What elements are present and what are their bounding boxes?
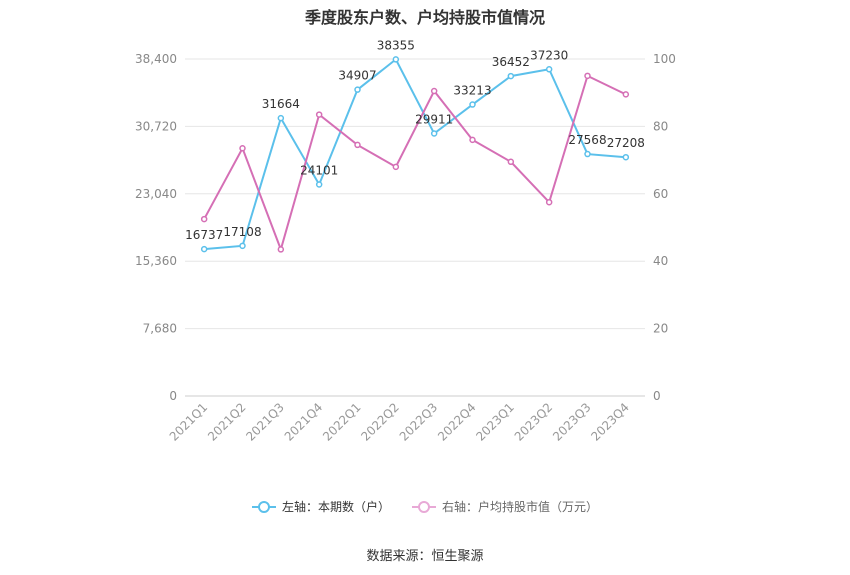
y-left-tick-label: 7,680 xyxy=(143,322,177,336)
data-label: 37230 xyxy=(530,48,568,62)
data-label: 24101 xyxy=(300,163,338,177)
x-tick-label: 2022Q2 xyxy=(358,400,402,444)
data-label: 33213 xyxy=(453,84,491,98)
avg-holding-point xyxy=(622,91,630,98)
data-label: 36452 xyxy=(492,55,530,69)
households-point xyxy=(239,242,246,250)
households-point xyxy=(622,153,630,161)
legend: 左轴：本期数（户） 右轴：户均持股市值（万元） xyxy=(0,498,850,515)
y-left-tick-label: 38,400 xyxy=(135,52,177,66)
legend-item-right-series[interactable]: 右轴：户均持股市值（万元） xyxy=(412,498,598,515)
data-label: 29911 xyxy=(415,112,453,126)
avg-holding-point xyxy=(315,111,323,118)
data-label: 27568 xyxy=(568,133,606,147)
data-source: 数据来源：恒生聚源 xyxy=(366,549,484,564)
avg-holding-point xyxy=(430,87,438,95)
series-line-avg-holding-value xyxy=(203,74,627,253)
legend-line-circle-icon xyxy=(251,500,276,513)
x-tick-label: 2021Q4 xyxy=(282,400,326,444)
data-label: 17108 xyxy=(223,225,261,239)
x-tick-label: 2021Q1 xyxy=(167,400,211,444)
x-tick-label: 2023Q1 xyxy=(473,400,517,444)
y-right-tick-label: 80 xyxy=(653,119,668,133)
y-left-tick-label: 0 xyxy=(169,389,177,403)
x-tick-label: 2023Q3 xyxy=(550,400,594,444)
avg-holding-point xyxy=(200,215,208,223)
legend-label-right: 右轴：户均持股市值（万元） xyxy=(442,500,599,514)
households-point xyxy=(507,72,515,80)
avg-holding-point xyxy=(277,246,285,253)
x-tick-label: 2022Q3 xyxy=(397,400,441,444)
x-tick-label: 2021Q3 xyxy=(243,400,287,444)
chart-title: 季度股东户数、户均持股市值情况 xyxy=(304,8,545,27)
x-tick-label: 2021Q2 xyxy=(205,400,249,444)
y-left-tick-label: 15,360 xyxy=(135,254,177,268)
households-point xyxy=(584,150,591,158)
households-point xyxy=(200,245,208,253)
avg-holding-point xyxy=(469,136,476,144)
data-label: 27208 xyxy=(607,136,645,150)
households-point xyxy=(315,181,323,188)
y-right-tick-label: 0 xyxy=(653,389,661,403)
households-point xyxy=(469,101,476,108)
y-right-tick-label: 40 xyxy=(653,254,668,268)
households-point xyxy=(392,56,400,63)
households-point xyxy=(354,86,361,93)
data-label: 38355 xyxy=(377,38,415,52)
avg-holding-point xyxy=(584,72,591,80)
y-left-tick-label: 23,040 xyxy=(135,187,177,201)
data-label: 34907 xyxy=(338,69,376,83)
data-label: 31664 xyxy=(262,97,300,111)
x-tick-label: 2022Q4 xyxy=(435,400,479,444)
legend-line-circle-icon xyxy=(412,500,436,513)
legend-item-left-series[interactable]: 左轴：本期数（户） xyxy=(251,498,390,515)
y-right-tick-label: 60 xyxy=(653,187,668,201)
x-tick-label: 2023Q2 xyxy=(512,400,556,444)
avg-holding-point xyxy=(239,145,246,152)
households-point xyxy=(277,114,285,122)
avg-holding-point xyxy=(545,198,553,206)
x-tick-label: 2023Q4 xyxy=(588,400,632,444)
households-point xyxy=(430,130,438,137)
y-right-tick-label: 20 xyxy=(653,322,668,336)
avg-holding-point xyxy=(354,141,361,149)
data-label: 16737 xyxy=(185,228,223,242)
y-left-tick-label: 30,720 xyxy=(135,119,177,133)
series-line-households xyxy=(204,57,626,251)
y-right-tick-label: 100 xyxy=(653,52,676,66)
avg-holding-point xyxy=(507,158,515,166)
x-tick-label: 2022Q1 xyxy=(320,400,364,444)
avg-holding-point xyxy=(392,163,400,171)
households-point xyxy=(545,66,553,73)
legend-label-left: 左轴：本期数（户） xyxy=(281,500,390,514)
